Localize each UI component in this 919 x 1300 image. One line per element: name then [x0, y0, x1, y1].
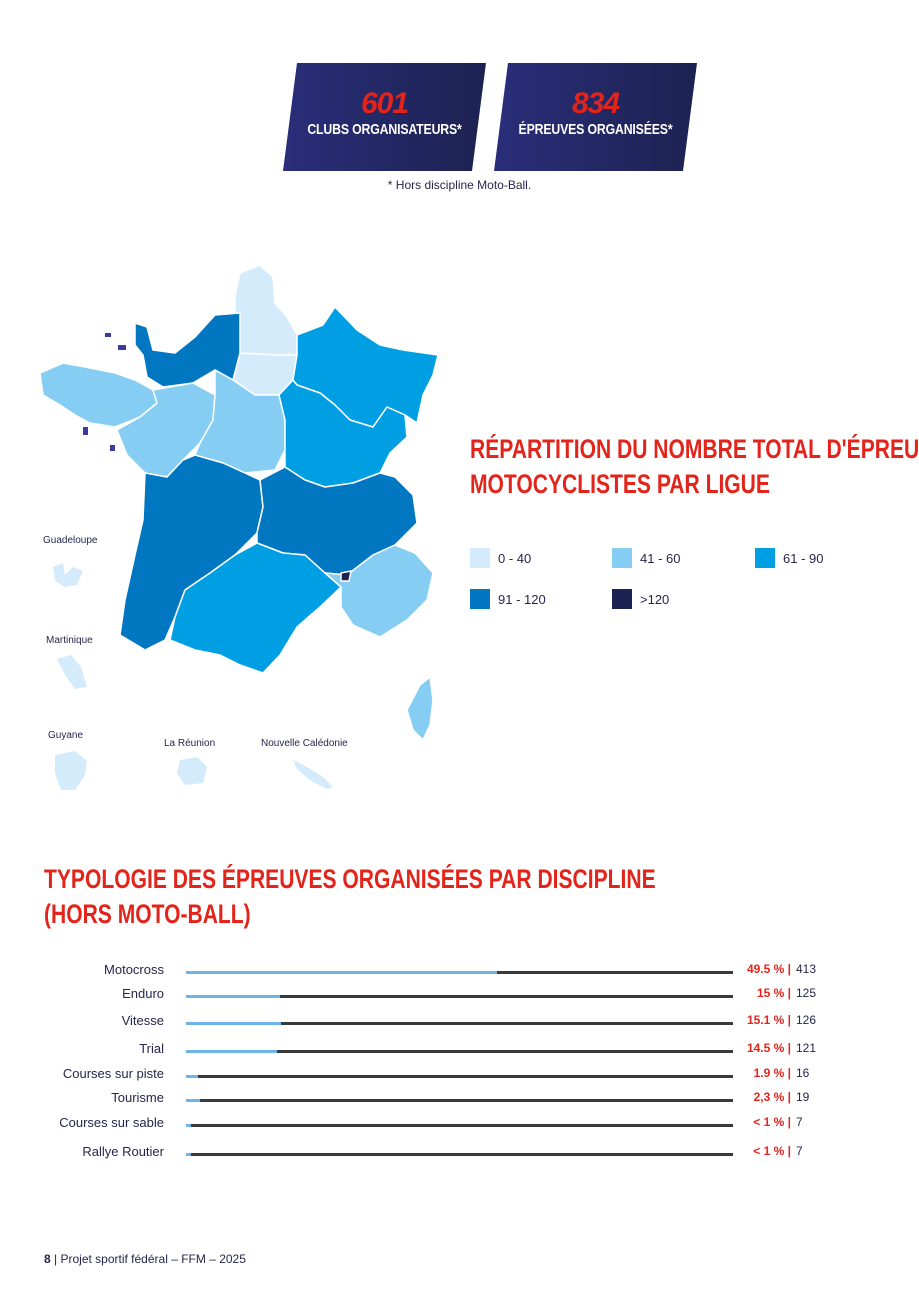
kpi-events: 834 ÉPREUVES ORGANISÉES*: [494, 63, 697, 171]
bar-percent-label: 2,3 % |: [753, 1090, 791, 1104]
bar-row: Trial 14.5 % | 121: [0, 1041, 919, 1059]
france-leagues-map: Guadeloupe Martinique Guyane La Réunion …: [35, 255, 445, 795]
bar-fill: [186, 1050, 277, 1053]
kpi-label: ÉPREUVES ORGANISÉES*: [518, 121, 673, 138]
region-occitanie: [169, 542, 342, 674]
bar-count-label: 121: [796, 1041, 817, 1055]
bar-row: Courses sur piste 1.9 % | 16: [0, 1066, 919, 1084]
bar-row: Motocross 49.5 % | 413: [0, 962, 919, 980]
discipline-section-title: TYPOLOGIE DES ÉPREUVES ORGANISÉES PAR DI…: [44, 862, 656, 932]
bar-fill: [186, 995, 280, 998]
overseas-shape-guyane: [55, 751, 87, 790]
region-centre-val-de-loire: [194, 369, 286, 474]
bar-track: [186, 1153, 733, 1156]
discipline-title-line-2: (HORS MOTO-BALL): [44, 899, 251, 930]
bar-fill: [186, 1153, 191, 1156]
bar-fill: [186, 1075, 198, 1078]
bar-percent-label: 15 % |: [756, 986, 791, 1000]
legend-label: >120: [640, 592, 670, 607]
bar-fill: [186, 1022, 281, 1025]
island-mark: [83, 427, 88, 435]
discipline-title-line-1: TYPOLOGIE DES ÉPREUVES ORGANISÉES PAR DI…: [44, 864, 656, 894]
legend-label: 41 - 60: [640, 551, 681, 566]
legend-label: 0 - 40: [498, 551, 532, 566]
island-mark: [105, 333, 111, 337]
page-number: 8: [44, 1252, 51, 1266]
region-normandie: [134, 312, 241, 388]
bar-count-label: 125: [796, 986, 817, 1000]
map-section-title: RÉPARTITION DU NOMBRE TOTAL D'ÉPREUVES M…: [470, 432, 919, 502]
overseas-shape-reunion: [177, 757, 207, 785]
overseas-shape-nouvelle-caledonie: [293, 760, 333, 789]
region-paca: [324, 544, 434, 638]
page-footer: 8 | Projet sportif fédéral – FFM – 2025: [44, 1252, 246, 1266]
region-hauts-de-france: [234, 264, 298, 356]
bar-track: [186, 995, 733, 998]
bar-category-label: Rallye Routier: [82, 1144, 164, 1159]
bar-row: Courses sur sable < 1 % | 7: [0, 1115, 919, 1133]
legend-swatch: [755, 548, 775, 568]
bar-category-label: Trial: [139, 1041, 164, 1056]
overseas-shape-guadeloupe: [53, 563, 83, 587]
bar-track: [186, 1124, 733, 1127]
bar-category-label: Motocross: [104, 962, 164, 977]
bar-row: Vitesse 15.1 % | 126: [0, 1013, 919, 1031]
bar-percent-label: 14.5 % |: [746, 1041, 791, 1055]
bar-count-label: 7: [796, 1144, 803, 1158]
bar-fill: [186, 1124, 191, 1127]
region-dark-patch: [340, 570, 352, 582]
kpi-box-shape: [283, 63, 486, 171]
kpi-box-shape: [494, 63, 697, 171]
bar-percent-label: 15.1 % |: [746, 1013, 791, 1027]
bar-track: [186, 1050, 733, 1053]
legend-swatch: [612, 548, 632, 568]
label-guyane: Guyane: [48, 730, 84, 741]
bar-category-label: Enduro: [122, 986, 164, 1001]
bar-count-label: 16: [796, 1066, 810, 1080]
kpi-footnote: * Hors discipline Moto-Ball.: [387, 178, 532, 192]
bar-fill: [186, 1099, 200, 1102]
legend-swatch: [470, 589, 490, 609]
bar-category-label: Vitesse: [121, 1013, 164, 1028]
bar-percent-label: 49.5 % |: [746, 962, 791, 976]
island-mark: [118, 345, 126, 350]
overseas-shape-martinique: [57, 655, 87, 689]
legend-label: 61 - 90: [783, 551, 824, 566]
label-nouvelle-caledonie: Nouvelle Calédonie: [261, 738, 348, 749]
region-corse: [406, 676, 434, 741]
legend-label: 91 - 120: [498, 592, 546, 607]
bar-category-label: Courses sur sable: [59, 1115, 164, 1130]
footer-text: | Projet sportif fédéral – FFM – 2025: [50, 1252, 246, 1266]
bar-percent-label: < 1 % |: [753, 1144, 791, 1158]
map-title-line-2: MOTOCYCLISTES PAR LIGUE: [470, 469, 770, 500]
label-la-reunion: La Réunion: [164, 738, 216, 749]
bar-fill: [186, 971, 497, 974]
bar-percent-label: 1.9 % |: [753, 1066, 791, 1080]
kpi-clubs: 601 CLUBS ORGANISATEURS*: [283, 63, 486, 171]
bar-category-label: Courses sur piste: [62, 1066, 164, 1081]
island-mark: [110, 445, 115, 451]
bar-track: [186, 1099, 733, 1102]
bar-track: [186, 1075, 733, 1078]
label-guadeloupe: Guadeloupe: [43, 535, 98, 546]
bar-track: [186, 1022, 733, 1025]
bar-row: Tourisme 2,3 % | 19: [0, 1090, 919, 1108]
kpi-value: 834: [571, 87, 620, 120]
bar-count-label: 413: [796, 962, 817, 976]
kpi-label: CLUBS ORGANISATEURS*: [307, 121, 462, 138]
bar-count-label: 126: [796, 1013, 817, 1027]
bar-track: [186, 971, 733, 974]
bar-category-label: Tourisme: [111, 1090, 164, 1105]
bar-count-label: 19: [796, 1090, 810, 1104]
kpi-value: 601: [360, 87, 409, 120]
label-martinique: Martinique: [46, 635, 93, 646]
france-map-svg: [39, 264, 439, 790]
bar-count-label: 7: [796, 1115, 803, 1129]
bar-row: Enduro 15 % | 125: [0, 986, 919, 1004]
legend-swatch: [612, 589, 632, 609]
bar-row: Rallye Routier < 1 % | 7: [0, 1144, 919, 1162]
legend-swatch: [470, 548, 490, 568]
bar-percent-label: < 1 % |: [753, 1115, 791, 1129]
map-title-line-1: RÉPARTITION DU NOMBRE TOTAL D'ÉPREUVES: [470, 434, 919, 464]
